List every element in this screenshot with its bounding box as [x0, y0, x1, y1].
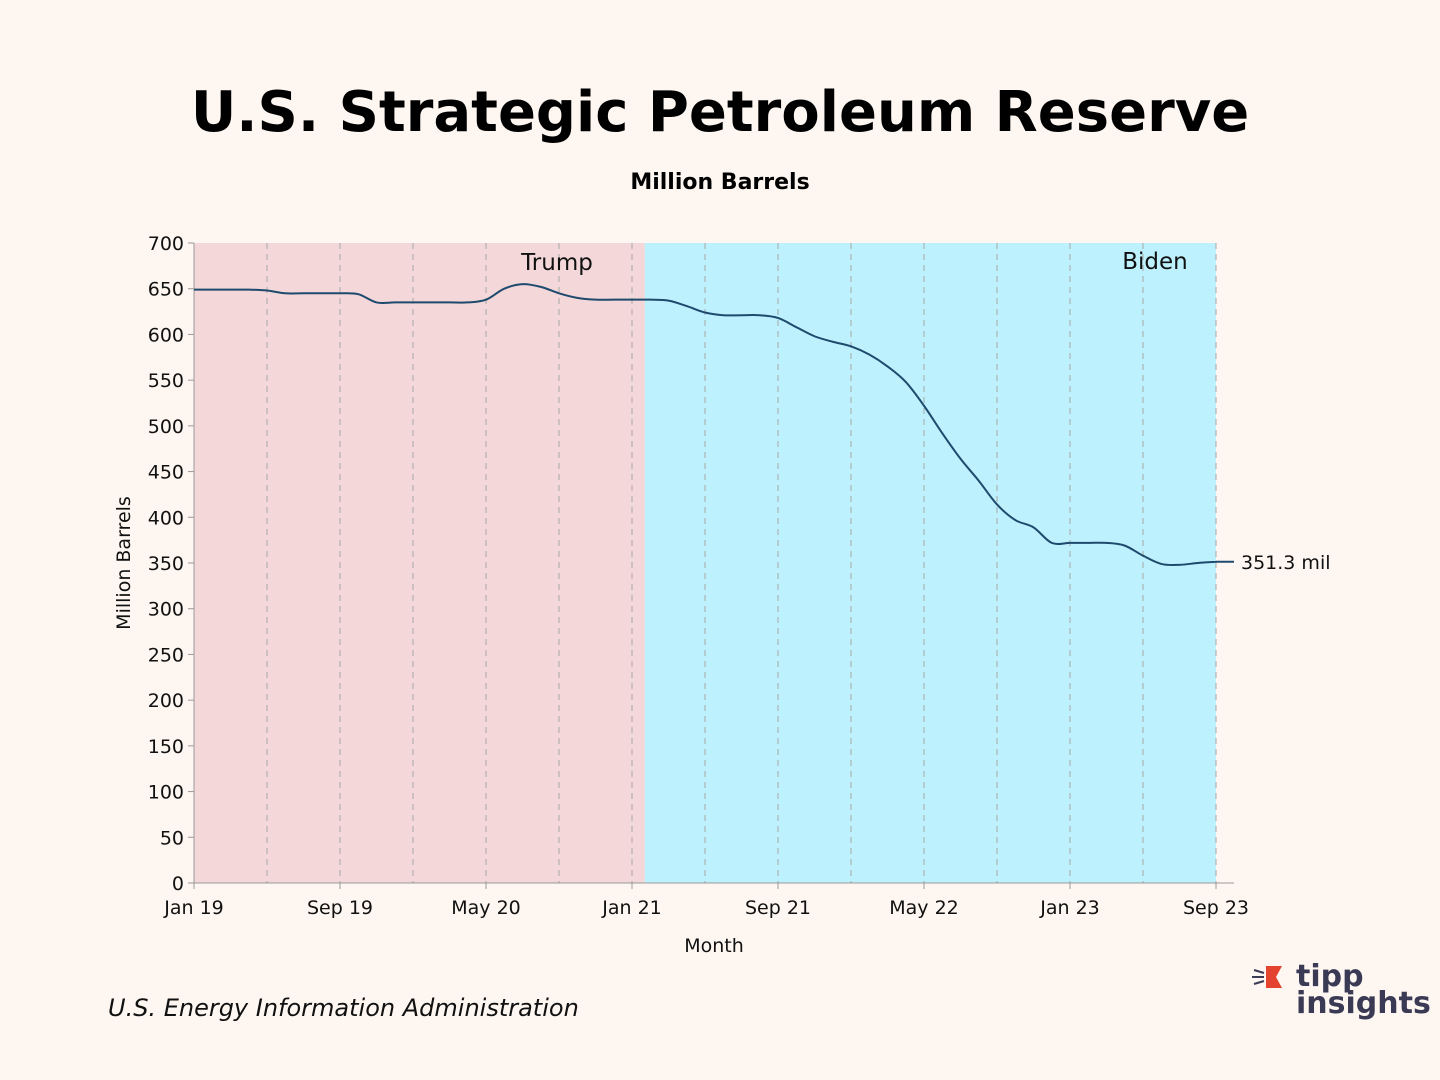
- region-band-trump: [194, 243, 645, 883]
- vertical-gridlines: [266, 243, 1217, 883]
- region-band-biden: [644, 243, 1216, 883]
- y-tick-label: 100: [148, 782, 184, 804]
- y-tick-label: 500: [148, 416, 184, 438]
- logo-text-line1: tipp: [1296, 959, 1364, 994]
- chart-title: U.S. Strategic Petroleum Reserve: [190, 80, 1250, 145]
- source-note: U.S. Energy Information Administration: [108, 994, 579, 1022]
- chart-subtitle: Million Barrels: [630, 170, 810, 195]
- y-tick-label: 450: [148, 462, 184, 484]
- y-tick-label: 0: [172, 873, 184, 895]
- x-tick-label: Jan 21: [601, 897, 662, 919]
- y-tick-label: 700: [148, 233, 184, 255]
- y-tick-label: 350: [148, 553, 184, 575]
- series-line: [194, 283, 1234, 567]
- y-tick-label: 400: [148, 507, 184, 529]
- end-value-label: 351.3 mil: [1241, 552, 1331, 574]
- chart-labels: Trump Biden Month Million Barrels 351.3 mil: [113, 249, 1331, 957]
- y-tick-label: 150: [148, 736, 184, 758]
- x-tick-label: May 22: [889, 897, 959, 919]
- logo-text-line2: insights: [1296, 986, 1431, 1021]
- region-bands: [194, 243, 1216, 883]
- series-group: [194, 283, 1234, 567]
- x-tick-label: Jan 23: [1039, 897, 1100, 919]
- y-tick-label: 550: [148, 370, 184, 392]
- axes: 0 50 100 150 200 250 300 350 400 450 500 550 600 650 7…: [148, 233, 1249, 919]
- x-tick-label: Jan 19: [163, 897, 224, 919]
- x-tick-label: May 20: [451, 897, 521, 919]
- region-label-biden: Biden: [1122, 249, 1188, 275]
- x-tick-label: Sep 19: [307, 897, 373, 919]
- y-axis-title: Million Barrels: [113, 496, 135, 630]
- x-tick-label: Sep 21: [745, 897, 811, 919]
- y-tick-label: 50: [160, 827, 184, 849]
- logo-flag-icon: [1252, 966, 1282, 988]
- x-axis-title: Month: [684, 935, 744, 957]
- y-tick-label: 200: [148, 690, 184, 712]
- y-tick-label: 250: [148, 644, 184, 666]
- tipp-insights-logo: tipp insights: [1252, 962, 1432, 1022]
- y-tick-label: 600: [148, 324, 184, 346]
- region-label-trump: Trump: [520, 250, 593, 276]
- y-tick-label: 300: [148, 599, 184, 621]
- x-tick-label: Sep 23: [1183, 897, 1249, 919]
- y-tick-label: 650: [148, 279, 184, 301]
